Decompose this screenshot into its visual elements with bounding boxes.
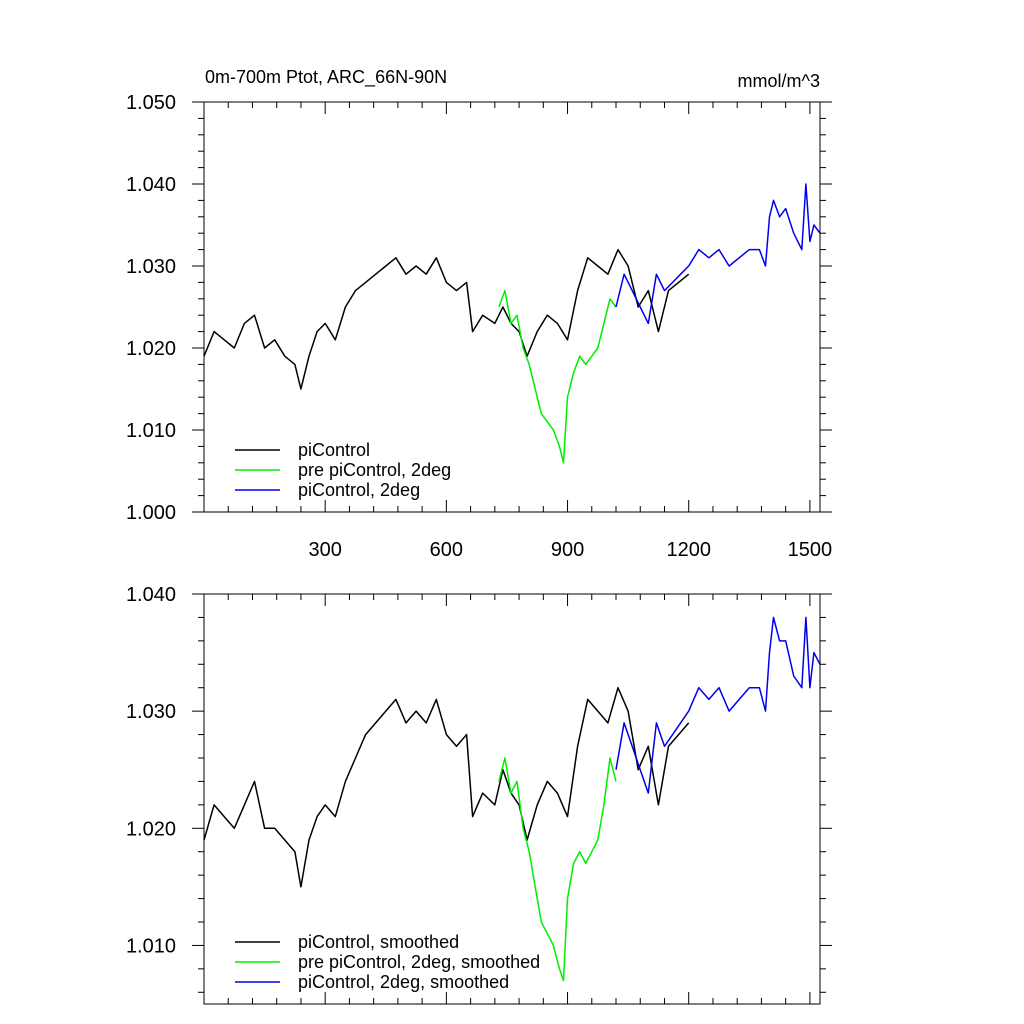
- bottom-series-picontrol-smoothed: [203, 686, 690, 888]
- legend-label-picontrol-smoothed: piControl, smoothed: [298, 932, 459, 952]
- top-panel-legend: piControl pre piControl, 2deg piControl,…: [235, 440, 451, 500]
- top-ytick-label-5: 1.050: [126, 92, 176, 114]
- top-xtick-label-1500: 1500: [788, 539, 833, 561]
- bottom-ytick-label-0: 1.010: [126, 935, 176, 957]
- bottom-panel: 1.010 1.020 1.030 1.040 piControl, smoothed…: [126, 584, 832, 1005]
- bottom-ytick-label-1: 1.020: [126, 818, 176, 840]
- bottom-panel-frame: [203, 593, 821, 1005]
- top-panel-series: [203, 183, 821, 464]
- bottom-ytick-label-3: 1.040: [126, 584, 176, 606]
- bottom-series-picontrol-2deg-smoothed: [615, 616, 821, 794]
- top-ytick-label-0: 1.000: [126, 502, 176, 524]
- legend-label-picontrol-2deg-smoothed: piControl, 2deg, smoothed: [298, 972, 509, 992]
- top-panel-title: 0m-700m Ptot, ARC_66N-90N: [205, 67, 447, 88]
- top-xtick-label-1200: 1200: [666, 539, 711, 561]
- top-xtick-label-300: 300: [308, 539, 341, 561]
- top-series-picontrol: [203, 248, 690, 390]
- top-ytick-label-2: 1.020: [126, 338, 176, 360]
- top-panel-ticks: 300 600 900 1200 1500 1.000 1.010 1.020 1.030 1.0…: [126, 92, 832, 561]
- top-series-pre-picontrol-2deg: [498, 289, 617, 464]
- legend-label-picontrol: piControl: [298, 440, 370, 460]
- bottom-panel-legend: piControl, smoothed pre piControl, 2deg,…: [235, 932, 540, 992]
- bottom-panel-series: [203, 616, 821, 982]
- legend-label-pre-picontrol-2deg: pre piControl, 2deg: [298, 460, 451, 480]
- legend-label-picontrol-2deg: piControl, 2deg: [298, 480, 420, 500]
- legend-label-pre-picontrol-2deg-smoothed: pre piControl, 2deg, smoothed: [298, 952, 540, 972]
- top-panel-frame: [203, 101, 821, 513]
- top-panel-units: mmol/m^3: [738, 71, 820, 91]
- top-series-picontrol-2deg: [615, 183, 821, 325]
- top-xtick-label-900: 900: [551, 539, 584, 561]
- bottom-series-pre-picontrol-2deg-smoothed: [498, 757, 617, 982]
- top-xtick-label-600: 600: [430, 539, 463, 561]
- top-panel: 0m-700m Ptot, ARC_66N-90N mmol/m^3 300 60…: [126, 67, 832, 561]
- bottom-ytick-label-2: 1.030: [126, 701, 176, 723]
- top-ytick-label-4: 1.040: [126, 174, 176, 196]
- top-ytick-label-1: 1.010: [126, 420, 176, 442]
- top-ytick-label-3: 1.030: [126, 256, 176, 278]
- bottom-panel-ticks: 1.010 1.020 1.030 1.040: [126, 584, 832, 1004]
